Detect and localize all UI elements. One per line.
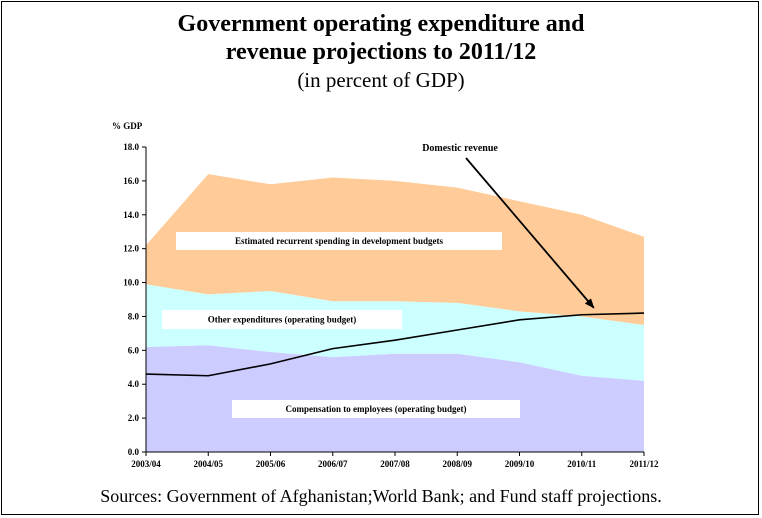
chart-title-line-2: revenue projections to 2011/12	[225, 39, 537, 65]
y-tick-label: 10.0	[123, 278, 139, 288]
y-tick-label: 14.0	[123, 210, 139, 220]
y-tick-label: 16.0	[123, 176, 139, 186]
x-tick-label: 2003/04	[131, 459, 161, 469]
x-tick-label: 2005/06	[256, 459, 286, 469]
area-label-1: Compensation to employees (operating bud…	[286, 404, 467, 414]
x-tick-label: 2006/07	[318, 459, 348, 469]
x-tick-label: 2008/09	[442, 459, 472, 469]
y-axis-label: % GDP	[112, 121, 143, 131]
y-tick-label: 18.0	[123, 142, 139, 152]
chart-title-line-1: Government operating expenditure and	[177, 11, 585, 37]
y-tick-label: 2.0	[128, 413, 140, 423]
area-label-group: Estimated recurrent spending in developm…	[162, 232, 520, 418]
area-label-box-3	[176, 232, 502, 250]
annotation-group: Domestic revenue	[422, 143, 595, 309]
x-tick-label: 2010/11	[567, 459, 597, 469]
x-tick-label: 2007/08	[380, 459, 410, 469]
area-series-2	[146, 284, 644, 381]
x-tick-label: 2004/05	[193, 459, 223, 469]
line-series-group	[145, 312, 645, 377]
area-label-3: Estimated recurrent spending in developm…	[235, 236, 443, 246]
source-note: Sources: Government of Afghanistan;World…	[100, 486, 662, 506]
annotation-label: Domestic revenue	[422, 143, 498, 154]
area-label-box-1	[232, 400, 520, 418]
axes: 0.0 2.0 4.0 6.0 8.0 10.0 12.0 14.0 16.0 18.0 2003/…	[112, 121, 659, 469]
x-tick-label: 2011/12	[629, 459, 659, 469]
y-tick-label: 8.0	[128, 311, 140, 321]
y-tick-label: 0.0	[128, 447, 140, 457]
chart-subtitle: (in percent of GDP)	[297, 68, 465, 92]
area-label-box-2	[162, 310, 402, 329]
y-tick-label: 4.0	[128, 379, 140, 389]
line-series-1	[145, 312, 645, 377]
x-tick-label: 2009/10	[505, 459, 535, 469]
y-tick-label: 6.0	[128, 345, 140, 355]
chart-title: Government operating expenditure and rev…	[0, 10, 762, 66]
area-series-1	[146, 345, 644, 452]
area-label-2: Other expenditures (operating budget)	[208, 315, 356, 325]
annotation-arrow	[465, 157, 595, 309]
y-tick-label: 12.0	[123, 244, 139, 254]
